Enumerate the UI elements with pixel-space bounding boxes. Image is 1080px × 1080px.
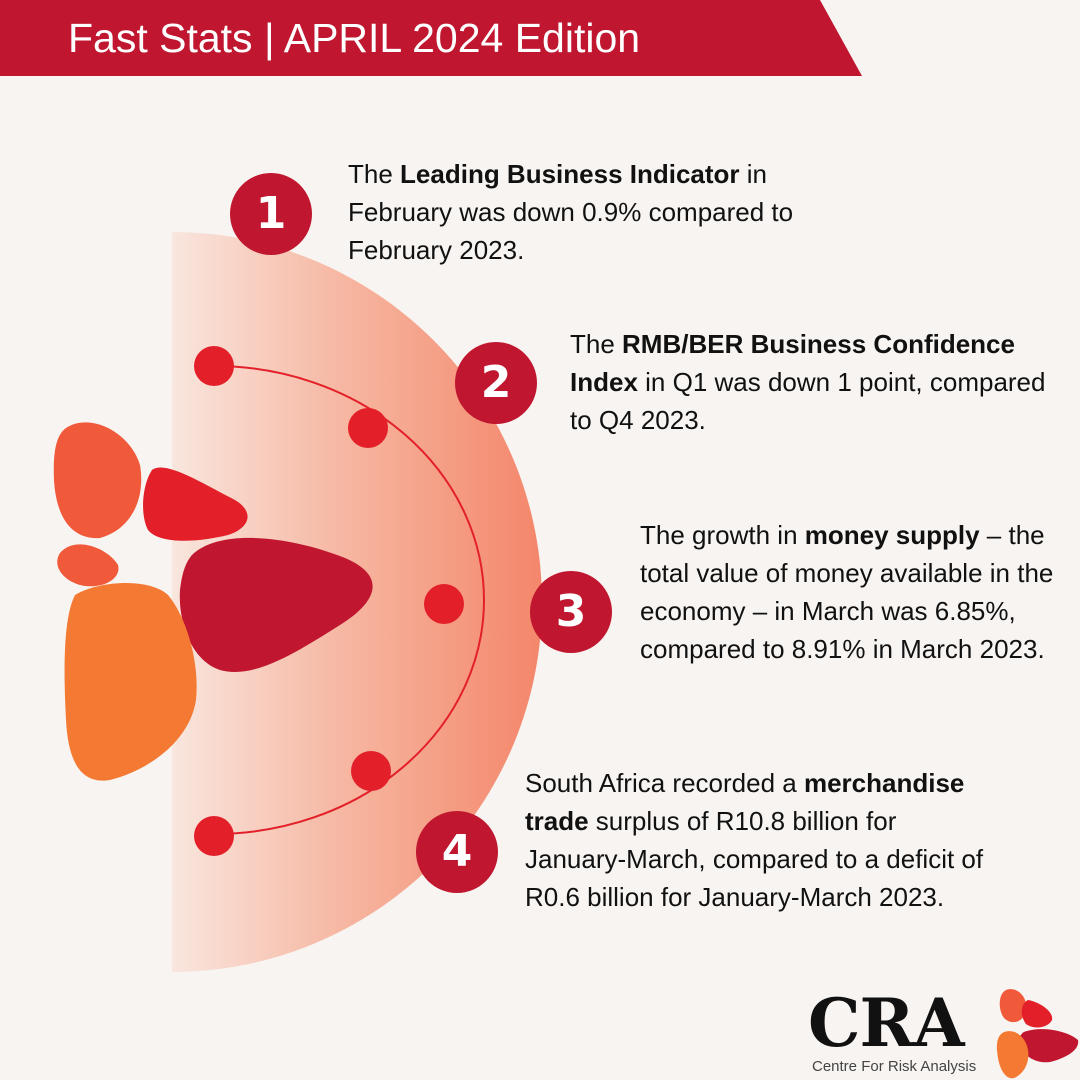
stat-text-3: The growth in money supply – the total v… <box>640 516 1060 668</box>
logo-petal <box>1019 1029 1079 1063</box>
header-banner <box>0 0 862 76</box>
stat-text-2: The RMB/BER Business Confidence Index in… <box>570 325 1060 439</box>
stat-text-suffix: in Q1 was down 1 point, compared to Q4 2… <box>570 367 1046 435</box>
stat-text-prefix: The <box>570 329 623 359</box>
page-title: Fast Stats | APRIL 2024 Edition <box>68 15 641 61</box>
arc-dot <box>424 584 464 624</box>
petal-shape <box>143 467 248 541</box>
logo-tagline: Centre For Risk Analysis <box>812 1058 977 1075</box>
stat-highlight: RMB/BER Business Confidence Index <box>570 329 1015 397</box>
stat-number-badge-4: 4 <box>416 811 498 893</box>
petal-shape <box>179 537 373 672</box>
stat-text-prefix: The growth in <box>640 520 805 550</box>
stat-number-badge-2: 2 <box>455 342 537 424</box>
logo-petal <box>996 1031 1029 1079</box>
arc-dot <box>348 408 388 448</box>
stat-highlight: money supply <box>804 520 980 550</box>
stat-highlight: merchandise trade <box>525 768 965 836</box>
connector-arc <box>213 365 485 835</box>
arc-dot <box>194 346 234 386</box>
stat-text-suffix: surplus of R10.8 billion for January-Mar… <box>525 806 984 912</box>
logo-petal <box>1021 1000 1053 1028</box>
stat-text-suffix: in February was down 0.9% compared to Fe… <box>348 159 794 265</box>
stat-text-suffix: – the total value of money available in … <box>640 520 1054 664</box>
stat-text-1: The Leading Business Indicator in Februa… <box>348 155 858 269</box>
stat-number-badge-1: 1 <box>230 173 312 255</box>
petal-shape <box>53 422 142 539</box>
logo-petal <box>999 989 1027 1023</box>
stat-number-badge-3: 3 <box>530 571 612 653</box>
stat-text-4: South Africa recorded a merchandise trad… <box>525 764 985 916</box>
stat-text-prefix: South Africa recorded a <box>525 768 804 798</box>
petal-shape <box>57 544 119 587</box>
stat-highlight: Leading Business Indicator <box>400 159 740 189</box>
arc-dot <box>194 816 234 856</box>
cra-logo: CRA <box>808 984 965 1062</box>
arc-dot <box>351 751 391 791</box>
stat-text-prefix: The <box>348 159 401 189</box>
petal-shape <box>64 582 197 781</box>
